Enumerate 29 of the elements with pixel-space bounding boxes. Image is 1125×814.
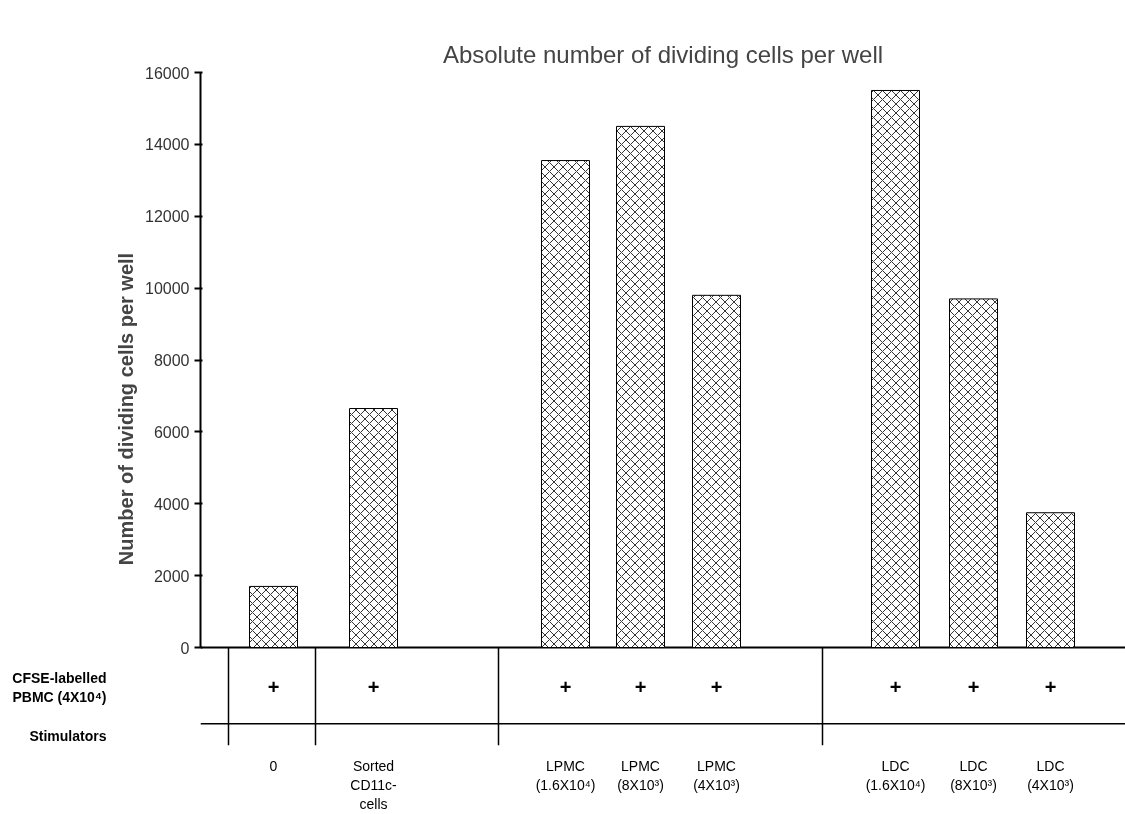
text: + [634,676,647,699]
text: + [267,676,280,699]
y-tick-label: 14000 [145,136,190,154]
chart-title: Absolute number of dividing cells per well [442,40,884,68]
y-tick-label: 8000 [153,352,190,370]
x-tick-label: 0 [269,757,278,774]
text: + [559,676,572,699]
y-tick-label: 2000 [153,567,190,585]
x-tick-label: LPMC (4X10³) [693,757,740,793]
x-tick-label: LPMC (1.6X10⁴) [535,757,596,793]
y-tick-label: 12000 [145,208,190,226]
x-tick-label: LDC (4X10³) [1027,757,1074,793]
y-tick-label: 6000 [153,423,190,441]
text: Stimulators [29,727,107,744]
text: + [967,676,980,699]
text: + [1044,676,1057,699]
text: + [710,676,723,699]
x-tick-label: LDC (1.6X10⁴) [865,757,926,793]
y-tick-label: 4000 [153,495,190,513]
text: CFSE-labelled PBMC (4X10⁴) [12,669,107,705]
text: + [367,676,380,699]
y-tick-label: 0 [180,639,190,657]
y-tick-label: 10000 [145,280,190,298]
x-tick-label: LPMC (8X10³) [617,757,664,793]
y-axis-title: Number of dividing cells per well [115,252,138,566]
text: + [889,676,902,699]
x-tick-label: Sorted CD11c- cells [350,757,398,812]
x-tick-label: LDC (8X10³) [950,757,997,793]
y-tick-label: 16000 [145,64,190,82]
